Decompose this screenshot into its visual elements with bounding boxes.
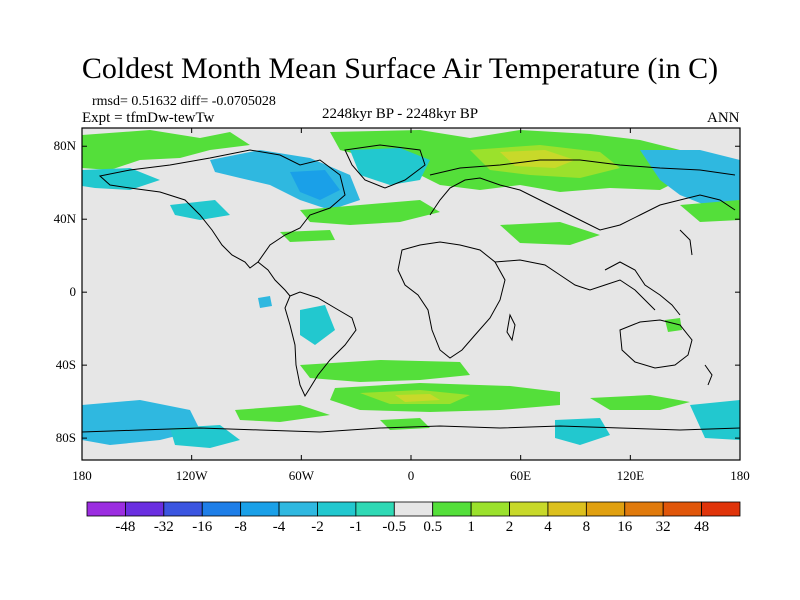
lon-tick-label: 120W — [175, 468, 208, 483]
colorbar-swatch — [585, 501, 626, 517]
coast-antarctica — [82, 425, 740, 433]
anomaly-green-south-indian — [590, 395, 690, 410]
lon-tick-label: 120E — [616, 468, 645, 483]
lat-tick-label: 0 — [69, 284, 77, 300]
experiment-label: Expt = tfmDw-tewTw — [82, 110, 215, 126]
anomaly-green-north-atlantic — [300, 200, 440, 225]
anomaly-green-south-pacific — [235, 405, 330, 422]
coast-australia — [619, 319, 693, 369]
colorbar-swatch — [701, 501, 741, 517]
anomaly-blue-canada-core — [290, 170, 340, 200]
coastlines — [82, 144, 740, 433]
anomaly-lime-southern-core — [395, 394, 440, 402]
colorbar-swatch — [470, 501, 510, 517]
colorbar-swatch — [125, 501, 165, 517]
lon-tick-label: 60E — [510, 468, 532, 483]
coast-central-america — [257, 261, 291, 297]
stats-text: rmsd= 0.51632 diff= -0.0705028 — [92, 94, 276, 109]
anomaly-green-australia — [665, 318, 682, 332]
colorbar-label: 48 — [694, 519, 710, 535]
colorbar-swatch — [201, 501, 242, 517]
colorbar-swatch — [547, 501, 587, 517]
coast-south-america — [284, 291, 357, 398]
colorbar-label: 16 — [617, 519, 633, 535]
colorbar-swatch — [662, 501, 702, 517]
coast-north-america — [98, 149, 346, 269]
chart-title: Coldest Month Mean Surface Air Temperatu… — [81, 52, 719, 85]
anomaly-teal-alaska — [82, 168, 160, 190]
colorbar-label: -48 — [115, 519, 136, 535]
anomaly-teal-antarctic-mid — [555, 418, 610, 445]
colorbar-swatch — [624, 501, 664, 517]
anomaly-teal-antarctic-west — [170, 425, 240, 448]
season-label: ANN — [707, 110, 740, 126]
colorbar-label: -8 — [234, 519, 247, 535]
anomaly-lime-siberia-core — [500, 150, 575, 168]
colorbar-label: -4 — [272, 519, 286, 535]
colorbar-swatch — [317, 501, 357, 517]
lat-tick-label: 80S — [55, 430, 76, 446]
colorbar-swatch — [278, 501, 318, 517]
lat-tick-label: 80N — [53, 138, 76, 154]
lon-tick-label: 180 — [730, 468, 750, 483]
colorbar-swatch — [240, 501, 280, 517]
anomaly-teal-antarctic-east — [690, 400, 740, 440]
colorbar-swatch — [432, 501, 472, 517]
map-field — [82, 128, 740, 460]
colorbar-label: 8 — [582, 519, 591, 535]
anomaly-green-central-asia — [500, 222, 600, 245]
anomaly-green-pacific-north — [680, 200, 740, 222]
lon-tick-label: 0 — [407, 468, 415, 483]
colorbar-label: 0.5 — [423, 519, 443, 535]
colorbar-label: 32 — [655, 519, 671, 535]
colorbar-swatch — [509, 501, 549, 517]
anomaly-green-east-pacific — [280, 230, 335, 242]
coast-madagascar — [506, 313, 516, 342]
colorbar-swatch — [393, 501, 434, 517]
axis-ticks — [81, 128, 741, 460]
coast-southeast-asia — [604, 261, 681, 316]
colorbar-swatch — [86, 501, 126, 517]
colorbar — [86, 501, 741, 517]
anomaly-teal-pacific-small — [258, 296, 272, 308]
anomaly-teal-south-america — [300, 305, 335, 345]
coast-europe — [429, 177, 736, 231]
anomaly-green-south-atlantic — [300, 360, 470, 382]
coast-greenland — [344, 144, 426, 189]
colorbar-label: 2 — [505, 519, 514, 535]
colorbar-label: -32 — [153, 519, 174, 535]
lon-tick-label: 180 — [72, 468, 92, 483]
colorbar-swatch — [355, 501, 395, 517]
coast-new-zealand — [704, 364, 713, 386]
colorbar-label: -16 — [192, 519, 213, 535]
coast-middle-east-india — [494, 259, 656, 311]
anomaly-teal-west-pacific — [170, 200, 230, 220]
colorbar-swatch — [163, 501, 203, 517]
coast-eurasia-north — [429, 159, 736, 176]
colorbar-label: 4 — [544, 519, 552, 535]
lat-tick-label: 40N — [53, 211, 76, 227]
coast-africa — [397, 241, 506, 359]
anomaly-cyan-south-pacific-west — [82, 400, 200, 445]
colorbar-label: -1 — [349, 519, 363, 535]
coast-japan — [679, 229, 693, 256]
colorbar-label: -0.5 — [382, 519, 407, 535]
anomaly-green-north-west — [82, 130, 250, 170]
lon-tick-label: 60W — [288, 468, 314, 483]
lat-tick-label: 40S — [55, 357, 76, 373]
anomaly-cyan-east-siberia — [640, 150, 740, 205]
colorbar-label: 1 — [467, 519, 475, 535]
period-label: 2248kyr BP - 2248kyr BP — [322, 106, 479, 122]
colorbar-label: -2 — [311, 519, 324, 535]
